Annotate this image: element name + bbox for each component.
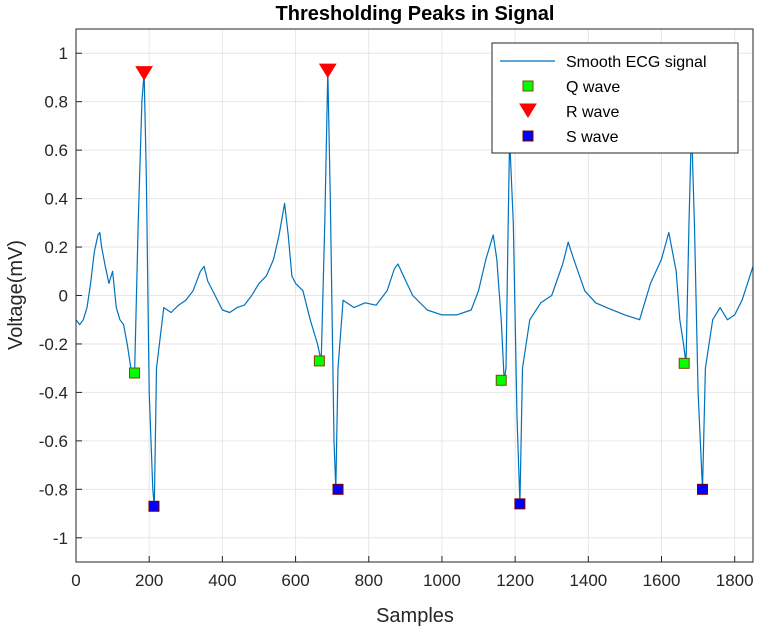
x-tick-label: 1400	[569, 571, 607, 590]
q-wave-marker	[129, 367, 141, 379]
legend-square-icon	[522, 80, 534, 92]
plot-area	[75, 63, 754, 512]
x-axis-label: Samples	[376, 605, 454, 627]
legend-label-q-wave: Q wave	[566, 79, 620, 96]
legend-label-r-wave: R wave	[566, 104, 619, 121]
legend-label-signal: Smooth ECG signal	[566, 54, 707, 71]
y-tick-label: 0	[59, 287, 68, 306]
s-wave-marker	[148, 500, 160, 512]
x-tick-label: 1200	[496, 571, 534, 590]
legend-triangle-icon	[519, 103, 537, 118]
x-tick-label: 800	[355, 571, 383, 590]
y-tick-label: -0.2	[39, 335, 68, 354]
q-wave-marker	[313, 355, 325, 367]
y-tick-label: -0.8	[39, 480, 68, 499]
x-tick-label: 200	[135, 571, 163, 590]
x-tick-label: 400	[208, 571, 236, 590]
y-tick-label: 0.4	[44, 190, 68, 209]
r-wave-marker	[318, 63, 337, 79]
q-wave-marker	[495, 374, 507, 386]
x-tick-label: 0	[71, 571, 80, 590]
x-tick-label: 1000	[423, 571, 461, 590]
y-tick-label: 1	[59, 44, 68, 63]
s-wave-marker	[514, 498, 526, 510]
s-wave-marker	[332, 483, 344, 495]
x-tick-label: 1800	[716, 571, 754, 590]
y-tick-label: -0.6	[39, 432, 68, 451]
legend: Smooth ECG signal Q wave R wave S wave	[491, 42, 739, 154]
chart-title: Thresholding Peaks in Signal	[276, 3, 555, 25]
axis-ticks: 0 200 400 600 800 1000 1200 1400 1600 1800 1 0.8 0.6…	[39, 44, 754, 590]
q-wave-marker	[678, 357, 690, 369]
x-tick-label: 600	[281, 571, 309, 590]
x-tick-label: 1600	[643, 571, 681, 590]
ecg-signal-line	[75, 69, 754, 507]
y-axis-label: Voltage(mV)	[5, 240, 27, 350]
y-tick-label: 0.2	[44, 238, 68, 257]
y-tick-label: -1	[53, 529, 68, 548]
r-wave-marker	[135, 66, 153, 81]
legend-label-s-wave: S wave	[566, 129, 619, 146]
y-tick-label: 0.6	[44, 141, 68, 160]
y-tick-label: 0.8	[44, 93, 68, 112]
s-wave-marker	[696, 483, 708, 495]
y-tick-label: -0.4	[39, 383, 68, 402]
legend-square-icon	[522, 130, 534, 142]
